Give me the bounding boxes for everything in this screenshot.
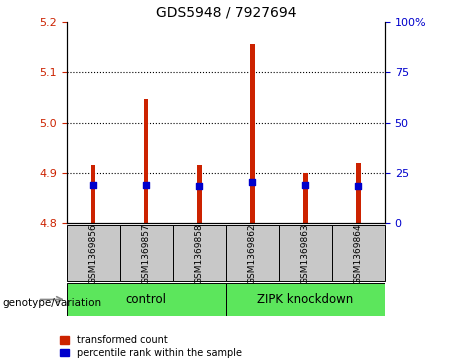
Bar bbox=[226, 225, 279, 281]
Bar bbox=[226, 283, 385, 316]
Text: GSM1369863: GSM1369863 bbox=[301, 223, 310, 284]
Title: GDS5948 / 7927694: GDS5948 / 7927694 bbox=[156, 5, 296, 19]
Bar bbox=[279, 225, 332, 281]
Text: GSM1369862: GSM1369862 bbox=[248, 223, 257, 284]
Bar bbox=[303, 173, 307, 223]
Point bbox=[301, 183, 309, 188]
Text: control: control bbox=[126, 293, 167, 306]
Bar bbox=[67, 225, 120, 281]
Bar bbox=[356, 163, 361, 223]
Bar bbox=[91, 165, 95, 223]
Bar bbox=[67, 283, 226, 316]
Bar bbox=[144, 99, 148, 223]
Legend: transformed count, percentile rank within the sample: transformed count, percentile rank withi… bbox=[60, 335, 242, 358]
Bar bbox=[250, 44, 254, 223]
Bar bbox=[120, 225, 173, 281]
Text: GSM1369864: GSM1369864 bbox=[354, 223, 363, 284]
Text: GSM1369858: GSM1369858 bbox=[195, 223, 204, 284]
Text: GSM1369856: GSM1369856 bbox=[89, 223, 98, 284]
Point bbox=[195, 184, 203, 189]
Point bbox=[249, 179, 256, 185]
Text: genotype/variation: genotype/variation bbox=[2, 298, 101, 308]
Bar bbox=[173, 225, 226, 281]
Bar bbox=[332, 225, 385, 281]
Bar bbox=[197, 165, 201, 223]
Point bbox=[89, 183, 97, 188]
Point bbox=[142, 183, 150, 188]
Text: GSM1369857: GSM1369857 bbox=[142, 223, 151, 284]
Text: ZIPK knockdown: ZIPK knockdown bbox=[257, 293, 354, 306]
Point bbox=[355, 184, 362, 189]
